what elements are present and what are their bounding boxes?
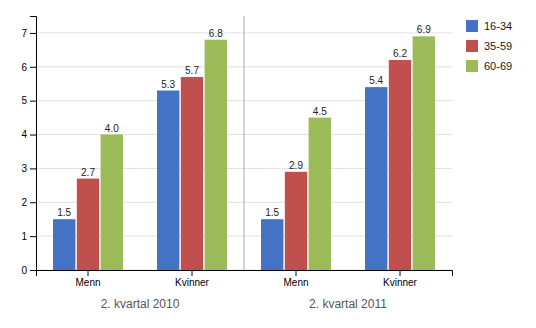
bar — [53, 219, 75, 270]
data-label: 1.5 — [57, 207, 71, 218]
y-tick: 0 — [21, 265, 36, 276]
y-axis: 0 1 2 3 4 5 6 7 — [21, 17, 36, 276]
x-tick: Kvinner — [175, 270, 210, 288]
x-tick-mark — [192, 270, 193, 276]
period-label: 2. kvartal 2010 — [101, 297, 180, 311]
y-tick-label: 6 — [21, 62, 27, 73]
x-tick: Menn — [283, 270, 308, 288]
legend-label: 16-34 — [484, 20, 512, 32]
chart-container: 1.5 5.3 1.5 5.4 2.7 5.7 2.9 6.2 4.0 6.8 4.5 6.9 0 1 2 3… — [0, 0, 536, 328]
data-label: 5.4 — [369, 75, 383, 86]
legend-label: 60-69 — [484, 60, 512, 72]
y-tick: 1 — [21, 231, 36, 242]
legend-swatch — [466, 60, 478, 72]
y-tick-mark — [30, 270, 36, 271]
x-tick-mark — [400, 270, 401, 276]
bar — [309, 118, 331, 270]
y-tick: 7 — [21, 28, 36, 39]
data-label: 6.8 — [209, 28, 223, 39]
x-axis: Menn Kvinner Menn Kvinner — [37, 270, 453, 288]
x-tick-label: Kvinner — [175, 277, 210, 288]
data-label: 2.7 — [81, 167, 95, 178]
bar — [181, 77, 203, 270]
y-tick-label: 1 — [21, 231, 27, 242]
legend-swatch — [466, 20, 478, 32]
legend-label: 35-59 — [484, 40, 512, 52]
chart: 1.5 5.3 1.5 5.4 2.7 5.7 2.9 6.2 4.0 6.8 4.5 6.9 0 1 2 3… — [0, 0, 536, 328]
y-tick-mark — [30, 236, 36, 237]
bar — [101, 135, 123, 270]
bar — [157, 91, 179, 270]
period-label: 2. kvartal 2011 — [309, 297, 387, 311]
x-tick-label: Menn — [75, 277, 100, 288]
y-tick-label: 2 — [21, 197, 27, 208]
data-label: 4.5 — [313, 106, 327, 117]
y-tick: 6 — [21, 62, 36, 73]
y-tick-mark — [30, 67, 36, 68]
y-tick-mark — [30, 33, 36, 34]
y-tick-label: 3 — [21, 163, 27, 174]
data-label: 2.9 — [289, 160, 303, 171]
y-tick-label: 4 — [21, 129, 27, 140]
y-tick: 2 — [21, 197, 36, 208]
legend-swatch — [466, 40, 478, 52]
data-label: 6.2 — [393, 48, 407, 59]
bar — [261, 219, 283, 270]
bars — [53, 36, 435, 270]
y-tick: 5 — [21, 95, 36, 106]
bar — [365, 87, 387, 270]
bar — [413, 36, 435, 270]
x-tick-mark — [296, 270, 297, 276]
data-label: 6.9 — [417, 24, 431, 35]
y-tick-mark — [30, 202, 36, 203]
x-tick: Kvinner — [383, 270, 418, 288]
bar — [285, 172, 307, 270]
bar — [389, 60, 411, 270]
y-tick-mark — [30, 135, 36, 136]
y-tick-mark — [30, 101, 36, 102]
y-axis-line — [30, 17, 37, 271]
y-tick-label: 7 — [21, 28, 27, 39]
plot: 1.5 5.3 1.5 5.4 2.7 5.7 2.9 6.2 4.0 6.8 4.5 6.9 0 1 2 3… — [21, 16, 452, 311]
legend-item: 35-59 — [466, 40, 512, 52]
data-label: 1.5 — [265, 207, 279, 218]
x-tick: Menn — [75, 270, 100, 288]
period-separator — [244, 16, 245, 270]
y-tick-label: 0 — [21, 265, 27, 276]
data-labels: 1.5 5.3 1.5 5.4 2.7 5.7 2.9 6.2 4.0 6.8 4.5 6.9 — [57, 24, 431, 218]
legend-item: 60-69 — [466, 60, 512, 72]
x-tick-label: Menn — [283, 277, 308, 288]
y-tick-mark — [30, 168, 36, 169]
legend: 16-34 35-59 60-69 — [466, 20, 512, 72]
bar — [77, 179, 99, 270]
legend-item: 16-34 — [466, 20, 512, 32]
data-label: 4.0 — [105, 123, 119, 134]
x-tick-label: Kvinner — [383, 277, 418, 288]
x-tick-mark — [88, 270, 89, 276]
data-label: 5.7 — [185, 65, 199, 76]
x-axis-line — [37, 271, 453, 277]
y-tick: 4 — [21, 129, 36, 140]
bar — [205, 40, 227, 270]
data-label: 5.3 — [161, 79, 175, 90]
y-tick: 3 — [21, 163, 36, 174]
y-tick-label: 5 — [21, 95, 27, 106]
